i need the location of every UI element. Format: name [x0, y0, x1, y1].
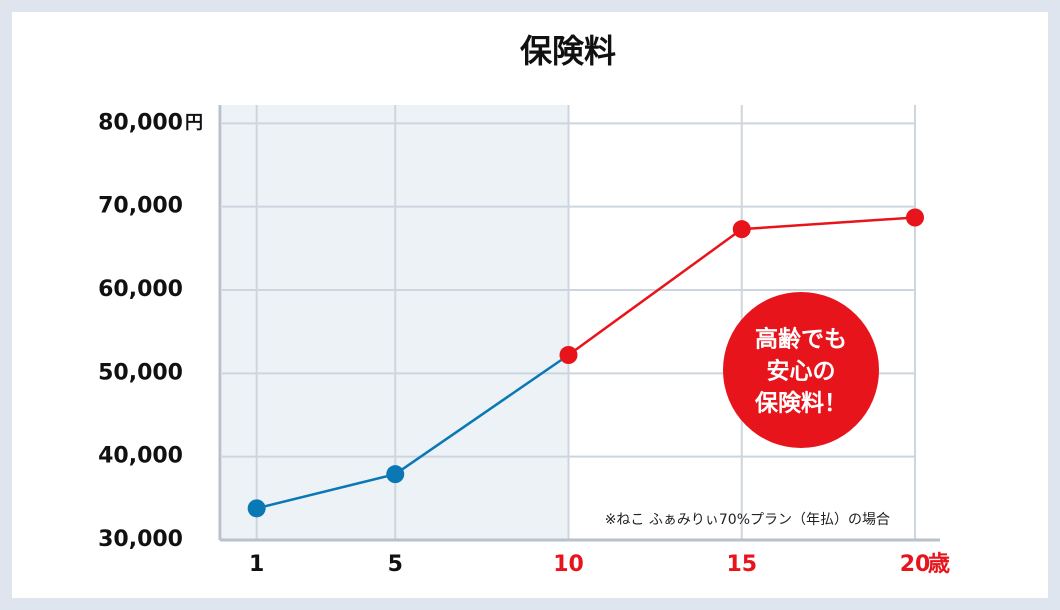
y-tick-label: 80,000 — [98, 110, 183, 135]
badge-text: 安心の — [767, 358, 836, 385]
x-tick-label: 1 — [249, 552, 264, 577]
y-tick-label: 50,000 — [98, 360, 183, 385]
chart-title: 保険料 — [520, 32, 616, 70]
y-tick-label: 60,000 — [98, 277, 183, 302]
badge-text: 保険料！ — [754, 390, 847, 417]
point — [247, 499, 266, 518]
point — [386, 465, 405, 484]
line-segment — [256, 472, 396, 510]
badge — [723, 292, 879, 448]
point — [559, 346, 578, 364]
note: ※ねこ ふぁみりぃ70%プラン（年払）の場合 — [605, 512, 890, 528]
x-tick-label: 10 — [553, 552, 584, 577]
line-segment — [741, 216, 916, 231]
y-tick-label: 70,000 — [98, 194, 183, 219]
y-unit: 円 — [185, 112, 203, 133]
badge-text: 高齢でも — [755, 326, 847, 353]
x-tick-label: 15 — [726, 552, 757, 577]
line-segment — [394, 353, 570, 476]
point — [906, 208, 924, 227]
y-tick-label: 40,000 — [98, 444, 183, 469]
x-tick-label: 20 — [900, 552, 931, 577]
x-tick-label: 5 — [388, 552, 403, 577]
point — [732, 220, 751, 239]
y-tick-label: 30,000 — [98, 527, 183, 552]
x-unit: 歳 — [928, 552, 950, 577]
line-segment — [567, 228, 743, 357]
